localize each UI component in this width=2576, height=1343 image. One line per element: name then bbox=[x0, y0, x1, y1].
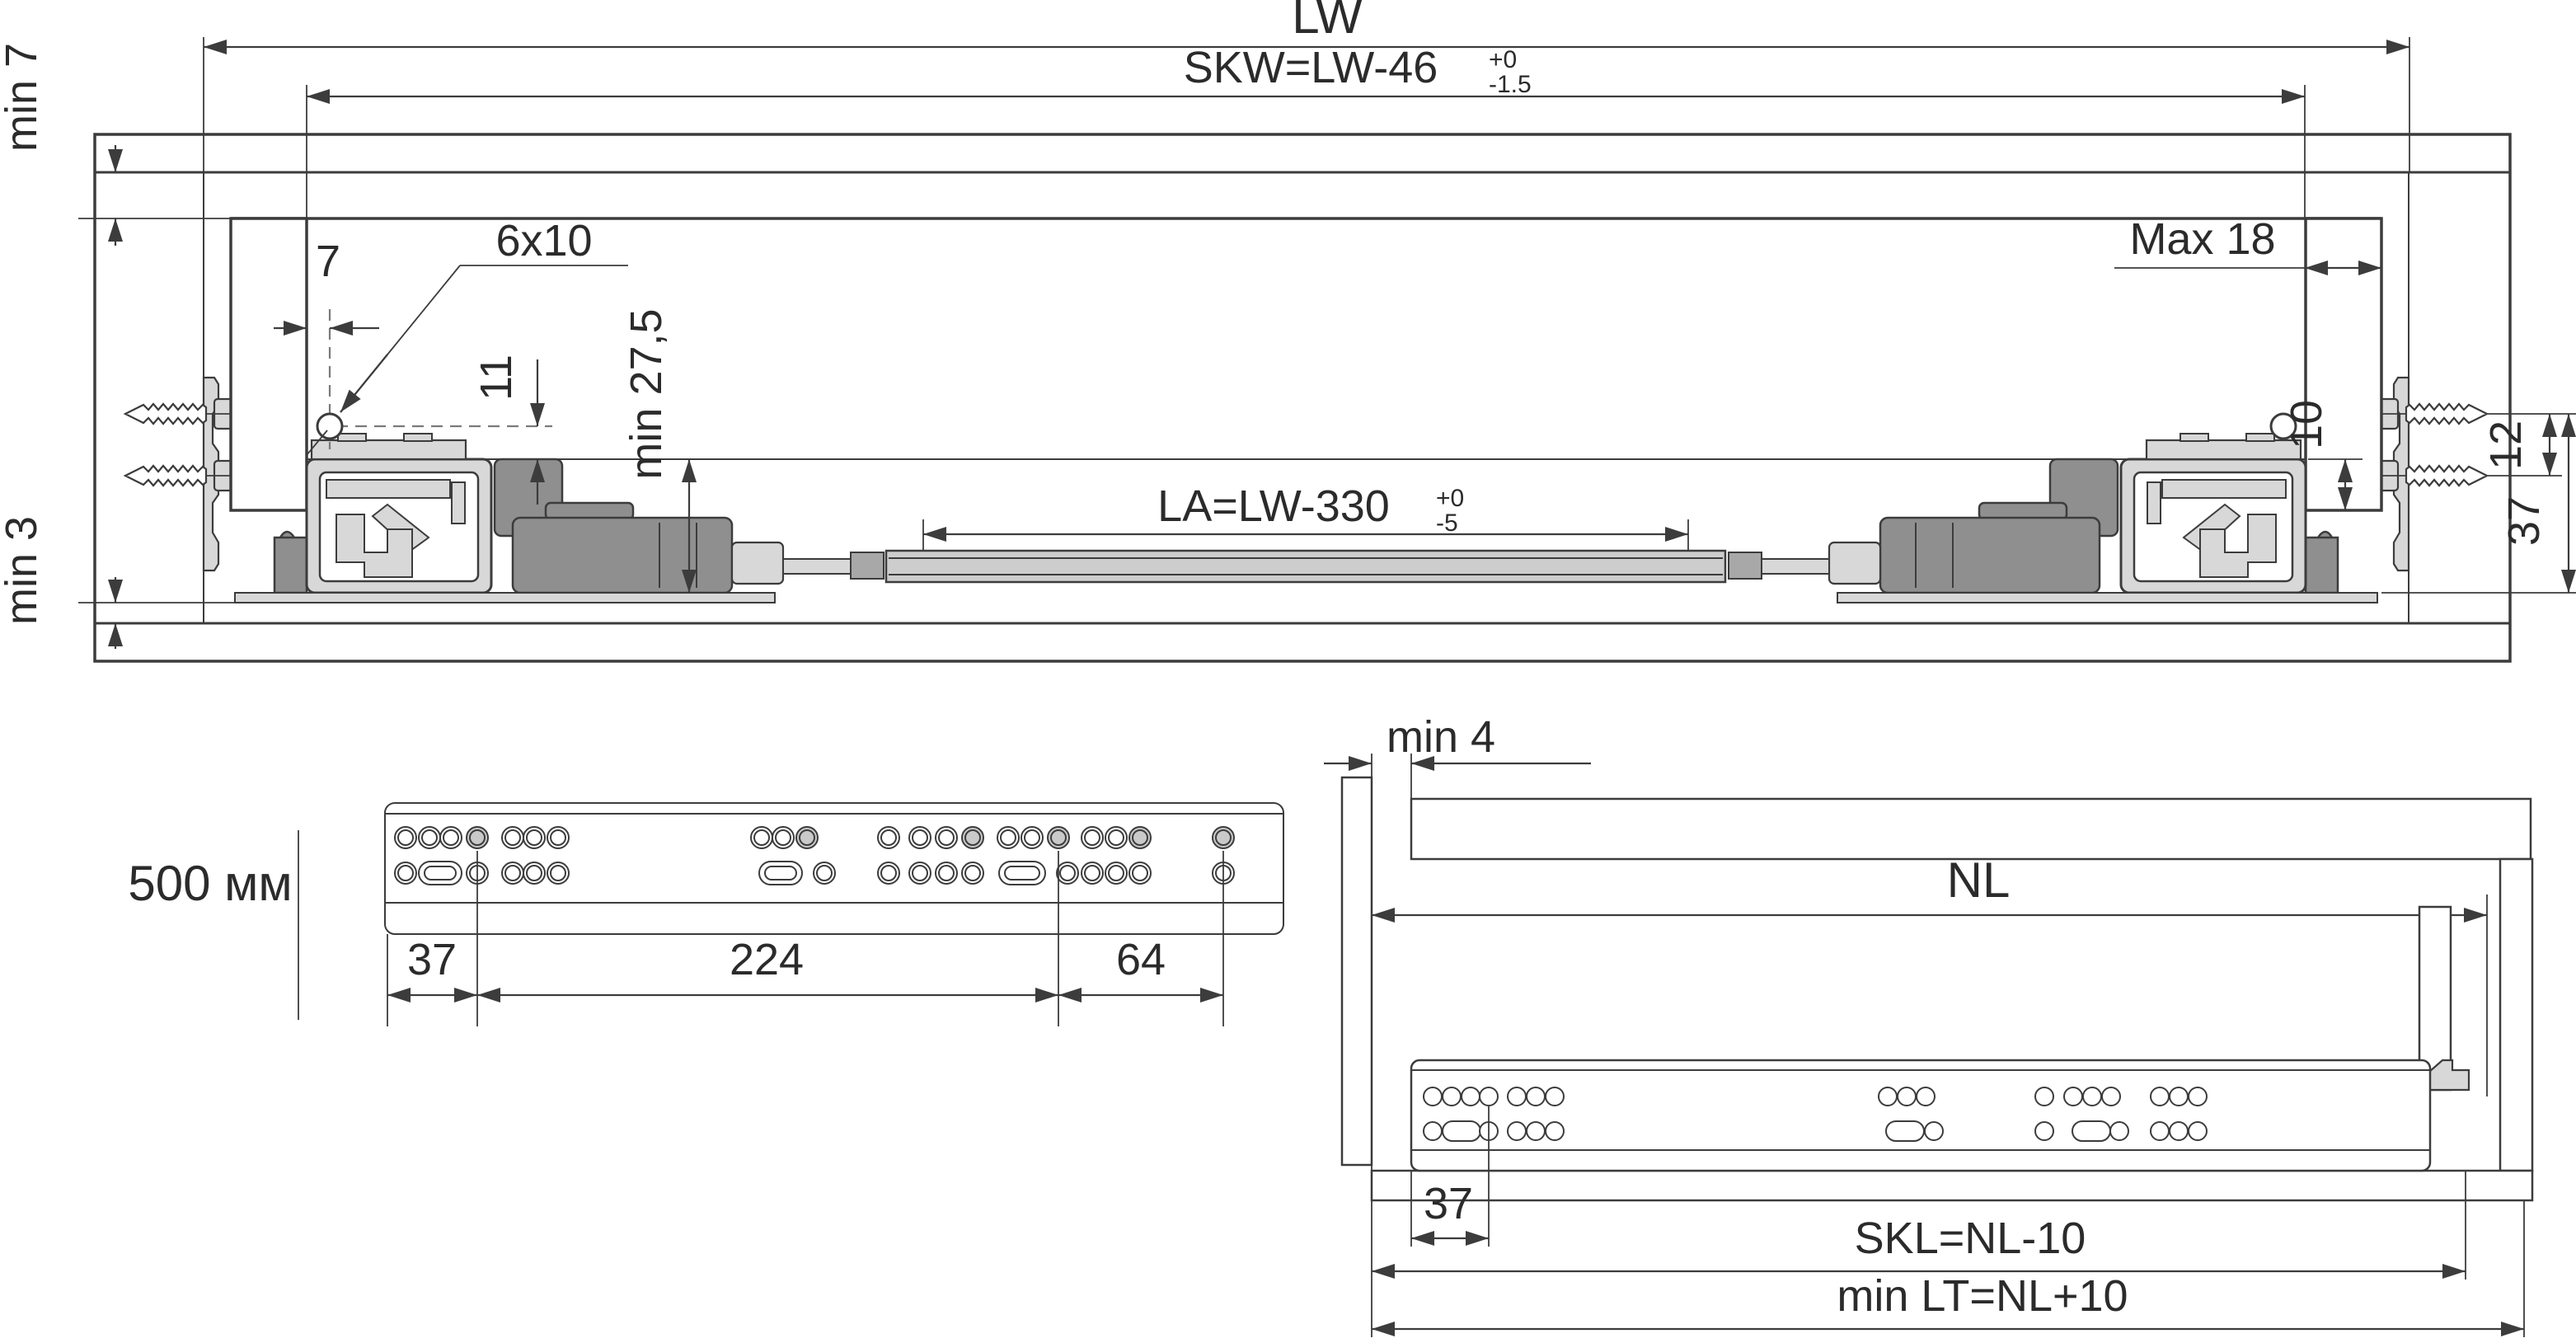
dim-la-tol-plus: +0 bbox=[1436, 485, 1464, 512]
cabinet-back-edge bbox=[2499, 857, 2534, 1172]
dim-7-label: 7 bbox=[316, 237, 340, 286]
rail-length-label: 500 мм bbox=[128, 856, 292, 911]
synchronisation-rod bbox=[884, 549, 1727, 584]
dim-rail-37-label: 37 bbox=[407, 935, 457, 984]
dim-side-37-label: 37 bbox=[1424, 1179, 1473, 1228]
right-slide-assembly bbox=[1729, 172, 2487, 623]
cabinet-front-edge bbox=[1340, 776, 1373, 1167]
rail-holes-bottom-row bbox=[394, 861, 1235, 885]
dim-skl-label: SKL=NL-10 bbox=[1855, 1214, 2086, 1263]
dim-10-label: 10 bbox=[2282, 400, 2331, 449]
rail-front-hook bbox=[2428, 1059, 2470, 1092]
dim-37-right-label: 37 bbox=[2499, 496, 2549, 546]
dim-nl-label: NL bbox=[1947, 852, 2011, 908]
mounting-hole-6x10 bbox=[316, 412, 344, 440]
dim-min275-label: min 27,5 bbox=[622, 308, 671, 479]
rail-hole-pattern-view: 500 мм bbox=[128, 802, 1284, 1026]
cabinet-outline bbox=[93, 133, 2512, 663]
dim-la-label: LA=LW-330 bbox=[1157, 481, 1390, 531]
cabinet-side-view: min 4 NL 37 SKL=NL-10 min bbox=[1324, 712, 2534, 1337]
dim-skw-label: SKW=LW-46 bbox=[1184, 43, 1438, 92]
dim-12-label: 12 bbox=[2481, 420, 2531, 470]
dim-11-label: 11 bbox=[472, 355, 521, 401]
dim-skw-tol-minus: -1.5 bbox=[1489, 71, 1532, 98]
top-view-cross-section: LW SKW=LW-46 +0 -1.5 min 7 7 6x10 11 min… bbox=[0, 0, 2576, 663]
rail-holes-top-row bbox=[394, 826, 1235, 849]
dim-min4-label: min 4 bbox=[1387, 712, 1495, 762]
dim-lw-label: LW bbox=[1292, 0, 1363, 44]
dim-lt-label: min LT=NL+10 bbox=[1837, 1271, 2128, 1321]
dim-min3-label: min 3 bbox=[0, 516, 46, 625]
dim-skw-tol-plus: +0 bbox=[1489, 46, 1517, 73]
cabinet-bottom-panel-side bbox=[1370, 1169, 2534, 1202]
rail-side-outline bbox=[1410, 1059, 2432, 1172]
dim-la-tol-minus: -5 bbox=[1436, 509, 1458, 537]
dim-max18-label: Max 18 bbox=[2129, 214, 2275, 264]
cabinet-top-panel-side bbox=[1410, 797, 2532, 861]
dim-rail-224-label: 224 bbox=[730, 935, 804, 984]
hole-size-label: 6x10 bbox=[495, 216, 592, 265]
mounting-hole-right bbox=[2269, 412, 2297, 440]
rail-side-holes bbox=[1423, 1087, 2208, 1142]
dim-rail-64-label: 64 bbox=[1116, 935, 1166, 984]
dim-min7-label: min 7 bbox=[0, 43, 46, 152]
rail-outline bbox=[384, 802, 1284, 935]
